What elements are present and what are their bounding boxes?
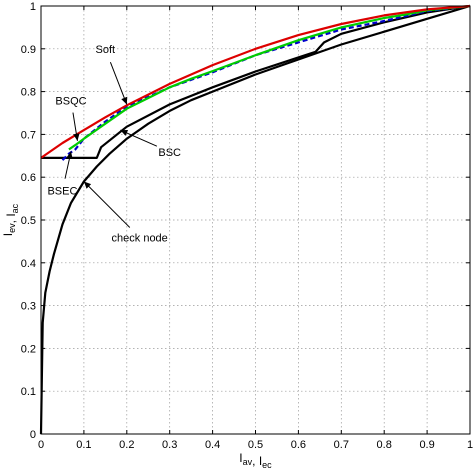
y-tick-label: 1	[30, 1, 36, 13]
y-axis-label: Iev, Iac	[1, 203, 20, 236]
y-tick-label: 0.4	[21, 258, 36, 270]
x-tick-label: 0.6	[291, 439, 306, 451]
annotation-arrow	[109, 61, 128, 105]
y-tick-label: 0.8	[21, 87, 36, 99]
x-tick-label: 0	[38, 439, 44, 451]
y-tick-label: 0.3	[21, 301, 36, 313]
x-tick-label: 0.1	[76, 439, 91, 451]
y-tick-label: 0	[30, 429, 36, 441]
x-tick-label: 1	[467, 439, 473, 451]
annotations: Soft BSQC BSEC BSC check node	[47, 44, 181, 244]
annotation-arrowhead	[73, 133, 80, 141]
series-line-bsc	[41, 4, 471, 159]
x-tick-label: 0.5	[248, 439, 263, 451]
y-tick-label: 0.6	[21, 172, 36, 184]
grid	[41, 6, 470, 434]
y-tick-label: 0.5	[21, 215, 36, 227]
y-tick-label: 0.9	[21, 44, 36, 56]
annotation-arrowhead	[83, 181, 92, 189]
annotation-arrowhead	[66, 151, 73, 160]
annotation-arrowhead	[120, 130, 129, 136]
annotation-label: BSEC	[47, 185, 77, 197]
x-tick-label: 0.8	[377, 439, 392, 451]
series-line-bsec	[61, 4, 471, 161]
annotation-arrow	[83, 181, 131, 228]
series-line-bsqc	[68, 4, 471, 151]
y-tick-label: 0.2	[21, 343, 36, 355]
y-tick-label: 0.7	[21, 129, 36, 141]
x-tick-label: 0.3	[162, 439, 177, 451]
x-tick-label: 0.9	[419, 439, 434, 451]
series-line-soft	[40, 4, 471, 159]
annotation-label: Soft	[96, 44, 116, 56]
annotation-label: check node	[112, 232, 168, 244]
y-tick-label: 0.1	[21, 386, 36, 398]
series-line-check-node	[39, 4, 471, 435]
annotation-label: BSC	[158, 147, 181, 159]
x-tick-label: 0.4	[205, 439, 220, 451]
ticks: 0 0.1 0.2 0.3 0.4 0.5 0.6 0.7 0.8 0.9 1 0 0.1 0.2 0.3 0…	[21, 1, 473, 451]
series-layer	[39, 4, 471, 435]
x-tick-label: 0.2	[119, 439, 134, 451]
x-axis-label: Iav, Iec	[239, 451, 272, 469]
annotation-arrowhead	[121, 96, 128, 105]
x-tick-label: 0.7	[334, 439, 349, 451]
annotation-label: BSQC	[55, 95, 86, 107]
